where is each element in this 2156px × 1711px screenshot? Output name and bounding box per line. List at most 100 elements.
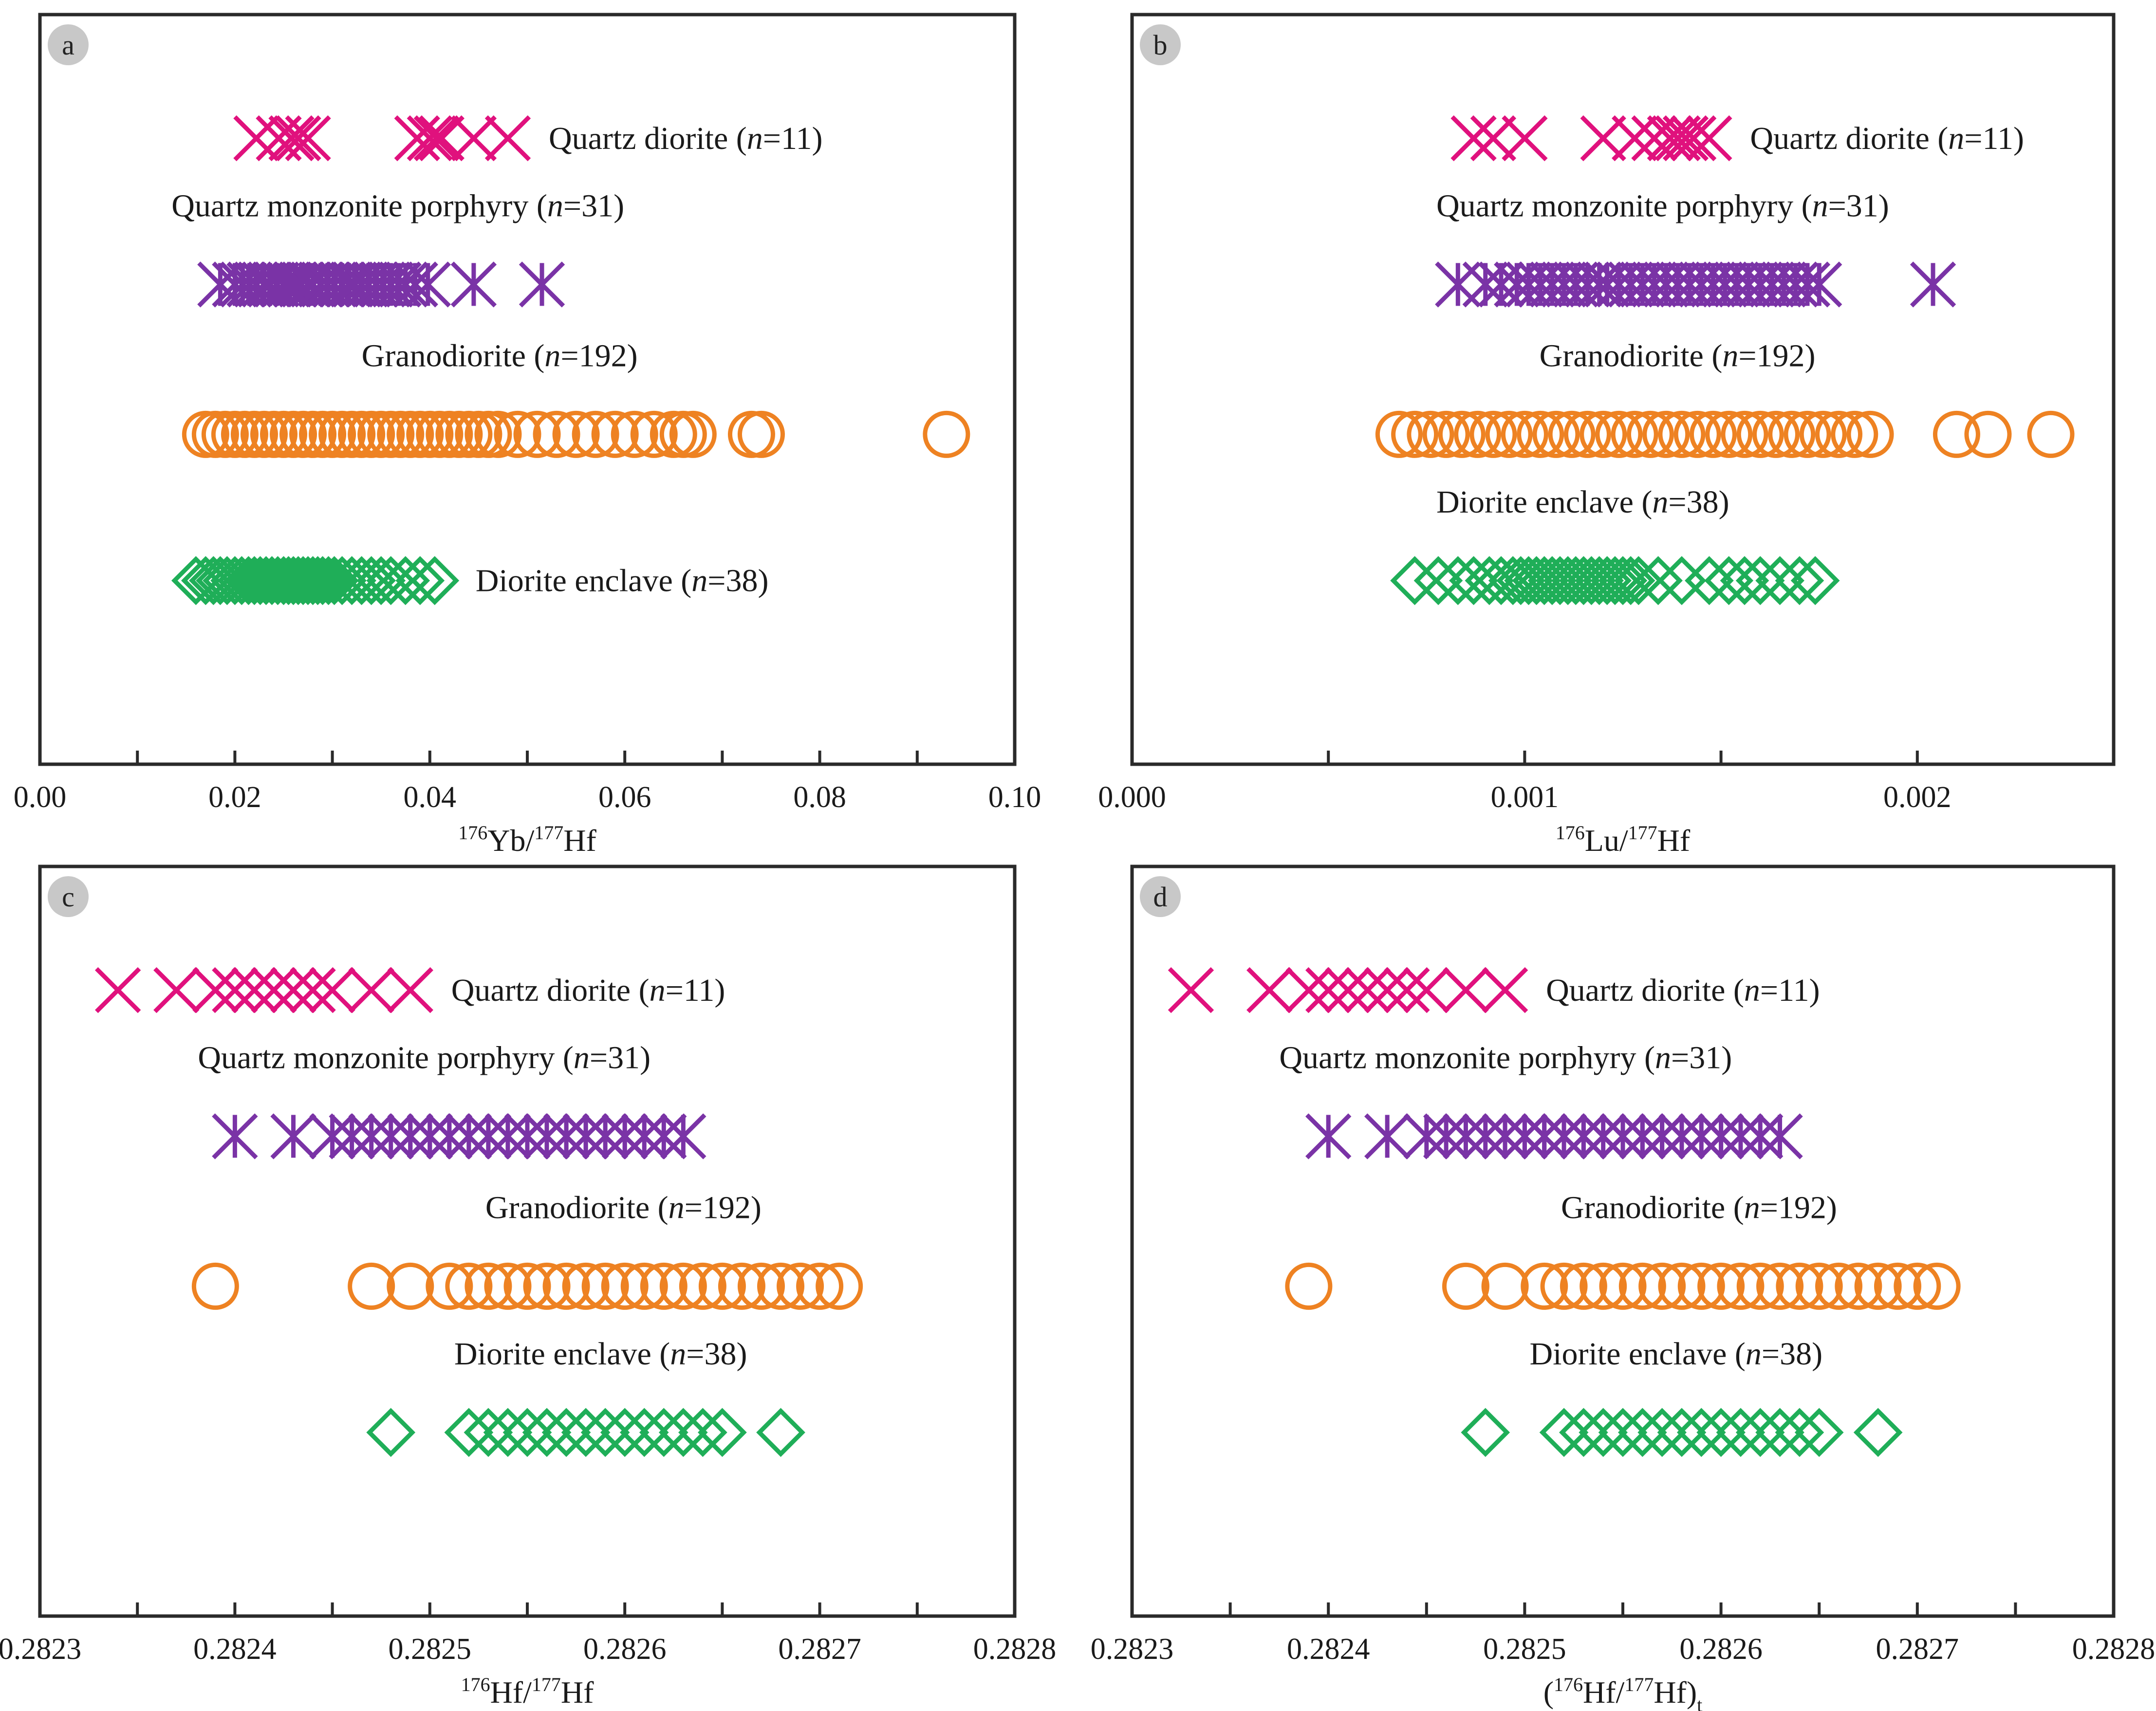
series-quartz-diorite — [1450, 115, 1732, 162]
asterisk-marker — [1619, 1113, 1666, 1159]
circle-marker — [348, 1262, 395, 1310]
series-diorite-enclave — [366, 1408, 805, 1457]
x-axis-title: 176Lu/177Hf — [1556, 822, 1691, 858]
circle-marker — [1854, 1262, 1902, 1310]
x-marker — [407, 115, 453, 162]
asterisk-marker — [1517, 261, 1563, 308]
circle-marker — [1548, 410, 1596, 458]
asterisk-marker — [523, 1113, 570, 1159]
circle-marker — [1736, 1262, 1784, 1310]
diamond-marker — [1755, 556, 1804, 606]
asterisk-marker — [212, 1113, 258, 1159]
circle-marker — [1846, 410, 1894, 458]
diamond-marker — [1590, 556, 1640, 606]
circle-marker — [718, 1262, 765, 1310]
asterisk-marker — [1737, 261, 1784, 308]
panel-c: 0.2823 0.2824 0.2825 0.2826 0.2827 0.2828 176H… — [0, 865, 1056, 1710]
x-tick-label: 0.002 — [1883, 781, 1952, 814]
circle-marker — [474, 410, 522, 458]
circle-marker — [1285, 1262, 1333, 1310]
x-marker — [275, 115, 321, 162]
x-marker — [1325, 967, 1371, 1013]
x-tick-label: 0.2828 — [2072, 1633, 2156, 1666]
diamond-marker — [502, 1408, 552, 1457]
asterisk-marker — [1772, 261, 1819, 308]
asterisk-marker — [1761, 261, 1807, 308]
circle-marker — [1540, 1262, 1588, 1310]
series-label: Diorite enclave (n=38) — [1529, 1336, 1822, 1372]
x-tick-label: 0.2827 — [778, 1633, 861, 1666]
asterisk-marker — [1784, 261, 1831, 308]
circle-marker — [796, 1262, 844, 1310]
diamond-marker — [1685, 556, 1734, 606]
circle-marker — [698, 1262, 746, 1310]
diamond-marker — [293, 556, 342, 606]
circle-marker — [552, 410, 600, 458]
asterisk-marker — [1443, 1113, 1489, 1159]
circle-marker — [191, 1262, 239, 1310]
asterisk-marker — [1607, 261, 1654, 308]
x-marker — [1502, 115, 1548, 162]
asterisk-marker — [387, 1113, 433, 1159]
diamond-marker — [366, 1408, 416, 1457]
series-quartz-diorite — [94, 967, 433, 1013]
asterisk-marker — [1690, 261, 1736, 308]
plot-frame — [1130, 13, 2116, 766]
circle-marker — [1705, 410, 1753, 458]
circle-marker — [1795, 1262, 1843, 1310]
circle-marker — [1422, 410, 1470, 458]
panel-a: 0.00 0.02 0.04 0.06 0.08 0.10 176Yb/177Hf a Quar… — [14, 13, 1041, 858]
x-marker — [348, 967, 394, 1013]
circle-marker — [387, 1262, 434, 1310]
circle-marker — [1560, 1262, 1607, 1310]
panel-letter-badge — [1140, 876, 1181, 917]
series-label: Quartz diorite (n=11) — [1750, 121, 2024, 156]
asterisk-marker — [1678, 1113, 1725, 1159]
diamond-marker — [1634, 556, 1683, 606]
asterisk-marker — [1698, 1113, 1744, 1159]
circle-marker — [562, 1262, 610, 1310]
asterisk-marker — [450, 261, 497, 308]
circle-marker — [1391, 410, 1439, 458]
asterisk-marker — [582, 1113, 629, 1159]
circle-marker — [542, 1262, 590, 1310]
x-axis-title: 176Hf/177Hf — [461, 1674, 595, 1710]
diamond-marker — [658, 1408, 708, 1457]
x-marker — [450, 115, 497, 162]
circle-marker — [1580, 410, 1627, 458]
series-diorite-enclave — [1390, 556, 1840, 606]
diamond-marker — [1794, 1408, 1844, 1457]
x-marker — [418, 115, 465, 162]
asterisk-marker — [562, 1113, 609, 1159]
x-marker — [1384, 967, 1430, 1013]
asterisk-marker — [382, 261, 428, 308]
circle-marker — [1658, 1262, 1706, 1310]
series-label: Diorite enclave (n=38) — [1436, 484, 1729, 520]
diamond-marker — [356, 556, 406, 606]
circle-marker — [1485, 410, 1533, 458]
x-marker — [153, 967, 200, 1013]
asterisk-marker — [1596, 261, 1642, 308]
circle-marker — [923, 410, 970, 458]
x-marker — [309, 967, 355, 1013]
circle-marker — [659, 410, 707, 458]
circle-marker — [679, 1262, 726, 1310]
diamond-marker — [698, 1408, 747, 1457]
diamond-marker — [678, 1408, 727, 1457]
asterisk-marker — [1654, 261, 1701, 308]
diamond-marker — [756, 1408, 805, 1457]
circle-marker — [1618, 1262, 1666, 1310]
series-granodiorite — [191, 1262, 863, 1310]
circle-marker — [1736, 410, 1784, 458]
series-label: Quartz monzonite porphyry (n=31) — [1436, 188, 1889, 224]
asterisk-marker — [621, 1113, 668, 1159]
diamond-marker — [1735, 556, 1785, 606]
series-label: Quartz monzonite porphyry (n=31) — [1279, 1040, 1732, 1076]
circle-marker — [757, 1262, 805, 1310]
panel-letter-badge — [48, 24, 89, 65]
x-tick-label: 0.2825 — [389, 1633, 472, 1666]
circle-marker — [1638, 1262, 1686, 1310]
x-marker — [484, 115, 531, 162]
diamond-marker — [304, 556, 353, 606]
diamond-marker — [464, 1408, 513, 1457]
